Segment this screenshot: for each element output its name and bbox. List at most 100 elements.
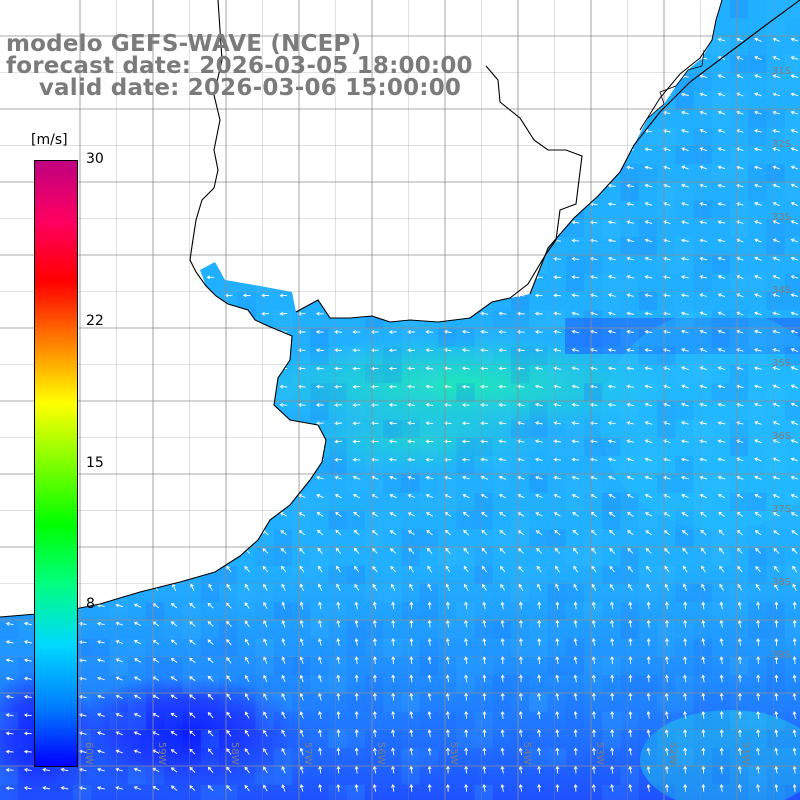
wind-arrow — [790, 275, 799, 279]
wind-arrow — [370, 366, 379, 371]
value-cell — [438, 766, 457, 785]
wind-arrow — [463, 529, 470, 536]
wind-arrow — [554, 547, 561, 554]
wind-arrow — [261, 202, 270, 207]
wind-arrow — [443, 165, 452, 170]
wind-arrow — [681, 110, 689, 115]
wind-arrow — [754, 366, 762, 371]
wind-arrow — [792, 619, 797, 628]
wind-arrow — [681, 366, 689, 371]
wind-arrow — [206, 275, 215, 280]
wind-arrow — [226, 693, 232, 701]
wind-arrow — [589, 165, 598, 170]
wind-arrow — [516, 37, 525, 42]
wind-arrow — [463, 583, 469, 591]
wind-arrow — [334, 202, 343, 207]
wind-arrow — [281, 766, 286, 774]
wind-arrow — [206, 165, 215, 170]
wind-arrow — [188, 129, 197, 134]
wind-arrow — [443, 110, 452, 115]
value-cell — [438, 711, 457, 731]
wind-arrow — [207, 766, 214, 773]
wind-arrow — [169, 457, 178, 462]
value-cell — [565, 328, 585, 347]
wind-arrow — [680, 311, 689, 316]
wind-arrow — [409, 729, 414, 737]
wind-arrow — [736, 529, 743, 536]
wind-arrow — [206, 475, 215, 480]
wind-arrow — [352, 475, 361, 480]
wind-arrow — [80, 547, 86, 554]
wind-arrow — [644, 165, 653, 170]
value-cell — [127, 766, 147, 785]
wind-arrow — [680, 37, 689, 42]
wind-arrow — [352, 439, 361, 444]
wind-arrow — [297, 275, 306, 280]
wind-arrow — [664, 692, 669, 701]
wind-arrow — [78, 421, 87, 426]
value-cell — [766, 730, 785, 749]
wind-arrow — [774, 765, 779, 774]
wind-arrow — [334, 475, 343, 480]
wind-arrow — [425, 348, 434, 353]
wind-arrow — [370, 184, 379, 188]
wind-arrow — [115, 220, 123, 225]
wind-arrow — [263, 620, 268, 628]
value-cell — [584, 602, 603, 621]
wind-arrow — [188, 366, 197, 371]
value-cell — [383, 365, 402, 384]
wind-arrow — [461, 329, 470, 334]
wind-arrow — [607, 366, 616, 371]
wind-arrow — [427, 765, 432, 774]
value-cell — [365, 675, 384, 694]
wind-arrow — [407, 293, 416, 298]
value-cell — [438, 109, 457, 128]
value-cell — [638, 383, 658, 402]
wind-arrow — [133, 639, 142, 645]
wind-arrow — [719, 674, 724, 683]
wind-arrow — [572, 512, 579, 517]
wind-arrow — [23, 111, 32, 116]
wind-arrow — [774, 601, 779, 610]
wind-arrow — [443, 238, 452, 243]
value-cell — [748, 711, 767, 731]
wind-arrow — [224, 311, 233, 316]
wind-arrow — [445, 547, 451, 554]
wind-arrow — [681, 329, 689, 334]
value-cell — [438, 419, 457, 439]
value-cell — [766, 620, 785, 639]
wind-arrow — [407, 311, 416, 316]
wind-arrow — [78, 640, 87, 645]
wind-arrow — [388, 238, 397, 243]
value-cell — [182, 401, 201, 420]
wind-arrow — [133, 439, 142, 444]
value-cell — [675, 401, 694, 420]
wind-arrow — [461, 147, 470, 152]
wind-arrow — [388, 147, 397, 152]
wind-arrow — [664, 674, 669, 683]
wind-arrow — [701, 619, 706, 628]
wind-arrow — [261, 330, 270, 335]
wind-arrow — [756, 674, 761, 683]
wind-arrow — [336, 583, 341, 591]
wind-arrow — [297, 111, 306, 115]
value-cell — [456, 383, 475, 402]
wind-arrow — [461, 311, 470, 316]
value-cell — [109, 310, 128, 329]
value-cell — [748, 54, 767, 74]
wind-arrow — [571, 256, 580, 261]
wind-arrow — [170, 694, 178, 700]
wind-arrow — [98, 565, 104, 573]
wind-arrow — [389, 512, 397, 517]
wind-arrow — [188, 439, 197, 444]
wind-arrow — [610, 601, 614, 610]
wind-arrow — [644, 457, 653, 462]
wind-arrow — [500, 765, 505, 774]
wind-arrow — [133, 348, 142, 353]
value-cell — [164, 401, 183, 420]
wind-arrow — [297, 129, 306, 134]
wind-arrow — [169, 366, 178, 371]
wind-arrow — [388, 384, 397, 389]
wind-arrow — [498, 165, 507, 170]
wind-arrow — [719, 656, 724, 665]
